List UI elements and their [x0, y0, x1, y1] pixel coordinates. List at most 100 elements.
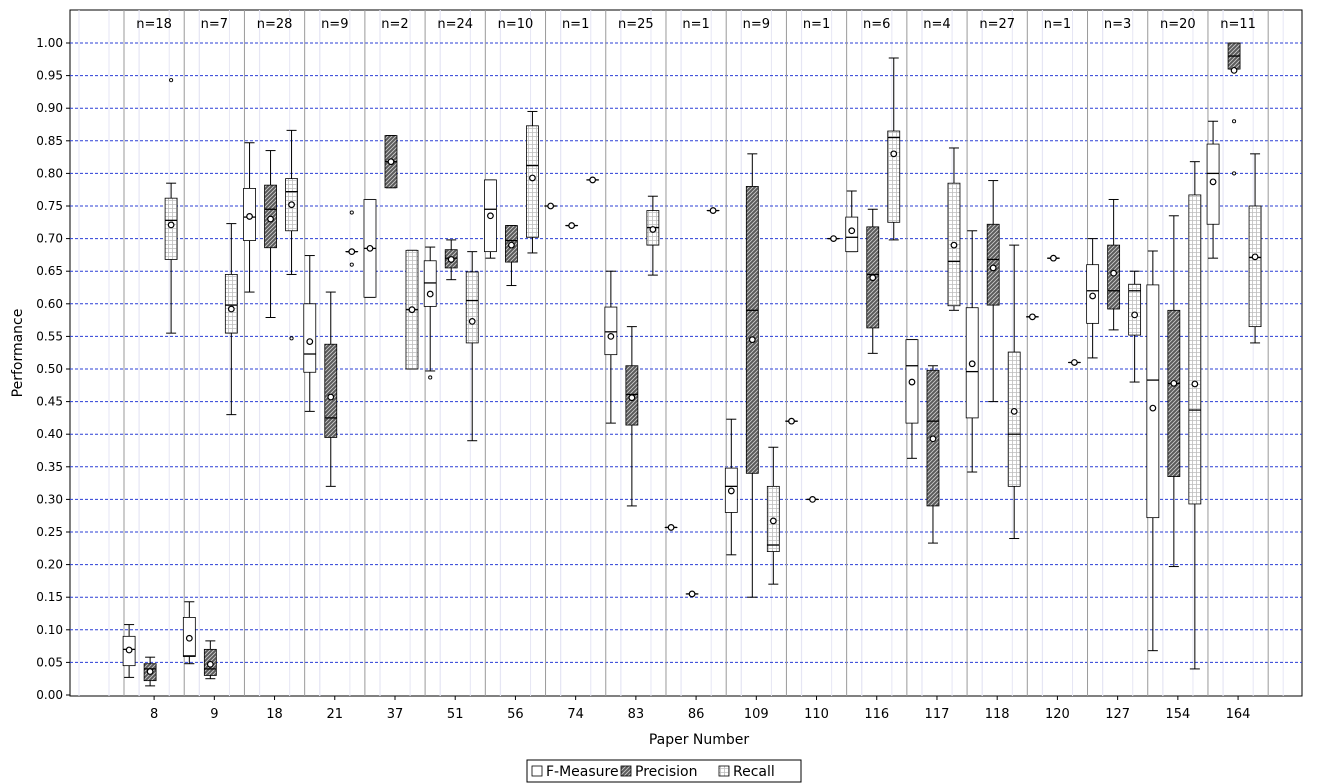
mean-marker	[306, 338, 314, 346]
x-tick-label: 127	[1105, 707, 1130, 722]
mean-marker	[1230, 66, 1238, 74]
box-recall	[1128, 270, 1142, 383]
box-f-measure	[724, 418, 738, 556]
plot-frame	[69, 9, 1303, 697]
box-precision	[625, 326, 639, 507]
mean-marker	[788, 417, 795, 425]
y-tick-label: 1.00	[36, 36, 63, 50]
box-recall	[526, 110, 539, 254]
legend-label-recall: Recall	[733, 764, 775, 780]
box-precision	[986, 180, 1000, 403]
plot-area: 0.00 0.05 0.10 0.15 0.20 0.25 0.30 0.35 0.40 0.45…	[36, 9, 1303, 722]
y-tick-label: 0.50	[36, 362, 63, 376]
x-tick-label: 116	[864, 707, 889, 722]
mean-marker	[929, 435, 937, 443]
box-iqr	[1107, 244, 1121, 310]
box-f-measure	[484, 179, 497, 259]
y-tick-label: 0.00	[36, 688, 63, 702]
y-tick-label: 0.95	[36, 69, 63, 83]
box-iqr	[1188, 194, 1202, 505]
box-iqr	[604, 306, 618, 356]
box-precision	[444, 239, 458, 281]
mean-marker	[1089, 292, 1097, 300]
box-f-measure	[664, 524, 678, 531]
x-tick-label: 83	[628, 707, 645, 722]
y-tick-label: 0.70	[36, 232, 63, 246]
sample-size-label: n=4	[923, 17, 950, 32]
box-recall	[285, 129, 298, 341]
x-tick-label: 117	[925, 707, 950, 722]
box-precision	[1047, 254, 1060, 262]
box-recall	[1068, 359, 1081, 366]
y-tick-label: 0.30	[36, 492, 63, 506]
sample-size-label: n=20	[1160, 17, 1196, 32]
box-precision	[264, 150, 277, 318]
box-precision	[1227, 42, 1241, 176]
box-iqr	[1248, 205, 1262, 328]
x-tick-label: 164	[1226, 707, 1251, 722]
mean-marker	[508, 241, 515, 249]
mean-marker	[547, 202, 555, 210]
mean-marker	[447, 256, 455, 263]
mean-marker	[830, 235, 837, 243]
box-precision	[1107, 198, 1121, 331]
box-recall	[1248, 153, 1262, 344]
x-tick-label: 51	[447, 707, 464, 722]
mean-marker	[185, 634, 193, 642]
outlier-point	[349, 210, 354, 215]
sample-size-label: n=25	[618, 17, 654, 32]
mean-marker	[1170, 379, 1178, 387]
legend-swatch-f-measure	[531, 765, 543, 777]
outlier-point	[289, 336, 294, 341]
mean-marker	[1191, 380, 1199, 388]
x-tick-label: 18	[266, 707, 283, 722]
box-iqr	[164, 197, 178, 260]
sample-size-label: n=27	[979, 17, 1015, 32]
box-recall	[465, 251, 479, 442]
sample-size-label: n=9	[321, 17, 348, 32]
mean-marker	[387, 158, 395, 166]
x-tick-label: 74	[567, 707, 584, 722]
box-recall	[1007, 244, 1021, 540]
mean-marker	[227, 305, 235, 313]
box-iqr	[303, 303, 317, 373]
mean-marker	[468, 318, 476, 325]
x-tick-label: 37	[387, 707, 404, 722]
mean-marker	[688, 590, 696, 598]
mean-marker	[1071, 359, 1078, 366]
x-tick-label: 9	[210, 707, 218, 722]
box-f-measure	[1086, 238, 1100, 359]
box-iqr	[887, 130, 901, 223]
box-iqr	[465, 271, 479, 344]
y-tick-label: 0.25	[36, 525, 63, 539]
box-precision	[143, 656, 157, 687]
mean-marker	[167, 221, 175, 229]
box-f-measure	[122, 624, 136, 678]
box-iqr	[1146, 284, 1160, 519]
y-tick-label: 0.55	[36, 329, 63, 343]
box-iqr	[224, 274, 238, 334]
y-tick-label: 0.15	[36, 590, 63, 604]
box-iqr	[423, 260, 437, 307]
mean-marker	[366, 244, 374, 252]
mean-marker	[288, 201, 295, 209]
outlier-point	[1232, 171, 1237, 176]
mean-marker	[890, 150, 898, 158]
sample-size-label: n=18	[136, 17, 172, 32]
legend-swatch-recall	[718, 765, 730, 777]
box-iqr	[1007, 351, 1021, 487]
mean-marker	[426, 290, 434, 298]
box-f-measure	[544, 202, 558, 210]
box-f-measure	[363, 198, 377, 298]
sample-size-label: n=7	[201, 17, 228, 32]
box-iqr	[1128, 283, 1142, 336]
mean-marker	[607, 333, 615, 340]
mean-marker	[206, 660, 214, 668]
mean-marker	[125, 646, 133, 654]
mean-marker	[709, 207, 717, 214]
box-f-measure	[845, 190, 859, 253]
mean-marker	[568, 222, 576, 229]
y-tick-label: 0.60	[36, 297, 63, 311]
mean-marker	[649, 226, 657, 233]
y-tick-label: 0.75	[36, 199, 63, 213]
